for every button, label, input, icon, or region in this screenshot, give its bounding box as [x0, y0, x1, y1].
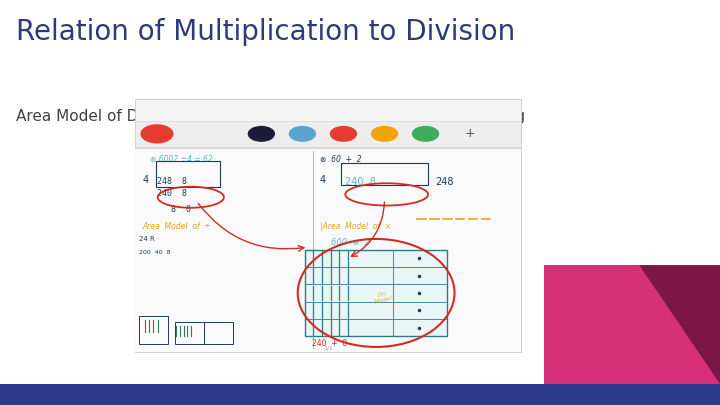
Text: 240  +  8: 240 + 8 — [312, 339, 347, 348]
Bar — [139, 316, 168, 344]
Text: +: + — [465, 127, 475, 141]
Text: ⊗  60  +  2: ⊗ 60 + 2 — [320, 155, 361, 164]
Text: 248  8: 248 8 — [157, 177, 187, 186]
Bar — [305, 250, 447, 336]
Text: 248: 248 — [435, 177, 454, 187]
Bar — [341, 163, 428, 185]
Text: ⊗ 6002 ÷4 = 62: ⊗ 6002 ÷4 = 62 — [150, 155, 212, 164]
Bar — [175, 322, 204, 344]
Text: |Area  Model  of  ×: |Area Model of × — [320, 222, 391, 230]
Text: 200  40  8: 200 40 8 — [139, 250, 171, 255]
Bar — [204, 322, 233, 344]
Text: 24 R: 24 R — [139, 236, 155, 242]
Text: 4: 4 — [143, 175, 149, 185]
Circle shape — [413, 126, 438, 141]
Bar — [135, 147, 521, 352]
Circle shape — [289, 126, 315, 141]
Circle shape — [330, 126, 356, 141]
Circle shape — [248, 126, 274, 141]
Text: 4: 4 — [320, 175, 326, 185]
Text: 240  8: 240 8 — [345, 177, 376, 187]
Bar — [135, 121, 521, 147]
Text: Area Model of Division/Area Model of Multiplication/Model Drawing: Area Model of Division/Area Model of Mul… — [16, 109, 525, 124]
Bar — [156, 161, 220, 187]
Text: 600  ⊕  2: 600 ⊕ 2 — [330, 238, 369, 247]
Text: Relation of Multiplication to Division: Relation of Multiplication to Division — [16, 18, 515, 46]
Text: 1/1: 1/1 — [323, 345, 333, 350]
Bar — [135, 99, 521, 352]
Circle shape — [372, 126, 397, 141]
Bar — [135, 126, 521, 148]
Text: Area  Model  of  ÷: Area Model of ÷ — [143, 222, 211, 230]
Text: 240  8: 240 8 — [157, 189, 187, 198]
Text: 8  0: 8 0 — [171, 205, 192, 214]
Text: Div
Model: Div Model — [373, 290, 394, 305]
Circle shape — [141, 125, 173, 143]
